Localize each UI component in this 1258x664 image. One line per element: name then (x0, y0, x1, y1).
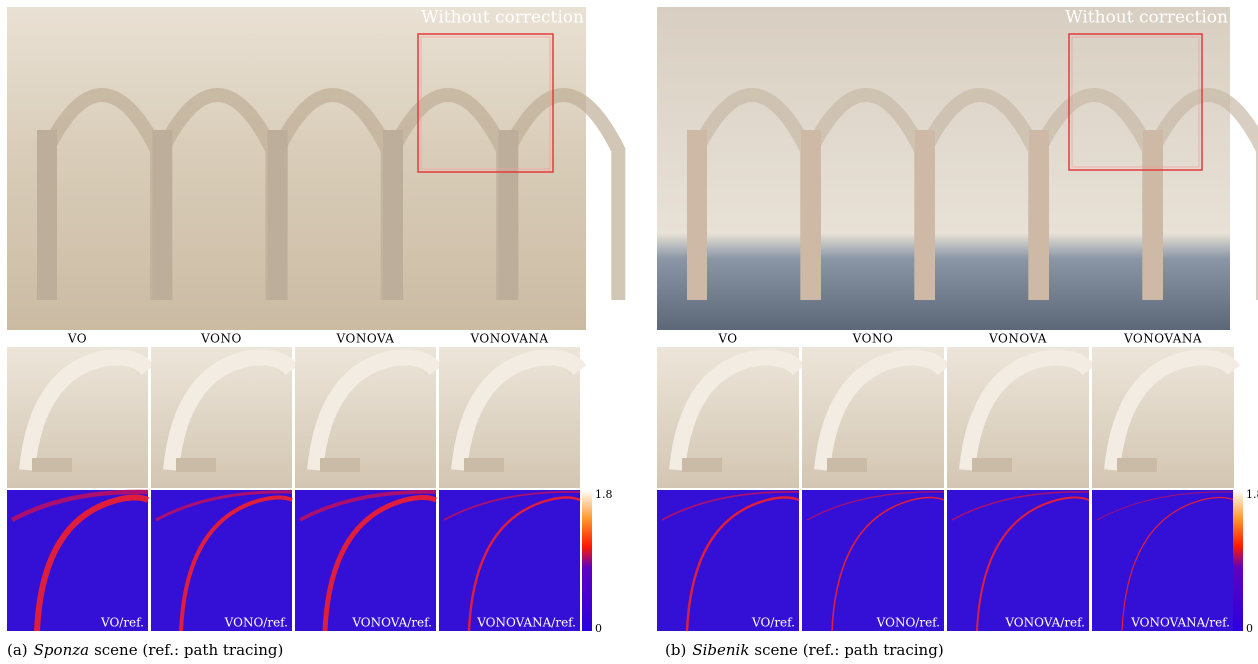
column (268, 130, 288, 300)
crop-capital (176, 458, 216, 472)
crop-capital (682, 458, 722, 472)
error-map (947, 490, 1089, 631)
method-label: VONO (852, 332, 894, 346)
error-label: VONOVANA/ref. (476, 616, 576, 630)
error-label: VONO/ref. (224, 616, 288, 630)
error-map (802, 490, 944, 631)
column (383, 130, 403, 300)
error-label: VONOVA/ref. (1004, 616, 1085, 630)
figure: Without correction VO VO/ref. VONO VONO/ref.… (0, 0, 1258, 664)
error-label: VO/ref. (751, 616, 795, 630)
method-label: VONO (200, 332, 242, 346)
column (498, 130, 518, 300)
method-label: VO (67, 332, 87, 346)
caption: (a) Sponza scene (ref.: path tracing) (7, 641, 283, 659)
error-label: VO/ref. (100, 616, 144, 630)
method-label: VONOVA (988, 332, 1047, 346)
overlay-label: Without correction (421, 8, 584, 28)
colorbar-min: 0 (1246, 622, 1253, 635)
caption-suffix: scene (ref.: path tracing) (754, 641, 943, 659)
colorbar-max: 1.8 (595, 488, 613, 501)
column (801, 130, 821, 300)
crop-capital (972, 458, 1012, 472)
crop-capital (464, 458, 504, 472)
method-label: VONOVA (336, 332, 395, 346)
colorbar (1233, 490, 1243, 631)
crop-capital (320, 458, 360, 472)
method-label: VO (717, 332, 737, 346)
column (152, 130, 172, 300)
error-label: VONOVA/ref. (351, 616, 432, 630)
error-label: VONO/ref. (876, 616, 940, 630)
method-label: VONOVANA (469, 332, 548, 346)
caption: (b) Sibenik scene (ref.: path tracing) (665, 641, 944, 659)
column (37, 130, 57, 300)
crop-capital (827, 458, 867, 472)
column (1143, 130, 1163, 300)
caption-suffix: scene (ref.: path tracing) (94, 641, 283, 659)
colorbar-max: 1.8 (1246, 488, 1258, 501)
caption-prefix: (a) (7, 641, 28, 659)
error-map (1092, 490, 1234, 631)
caption-scene: Sponza (34, 641, 89, 659)
colorbar (582, 490, 592, 631)
column (915, 130, 935, 300)
caption-prefix: (b) (665, 641, 686, 659)
crop-capital (1117, 458, 1157, 472)
column (687, 130, 707, 300)
overlay-label: Without correction (1065, 8, 1228, 28)
caption-scene: Sibenik (692, 641, 749, 659)
crop-capital (32, 458, 72, 472)
colorbar-min: 0 (595, 622, 602, 635)
error-label: VONOVANA/ref. (1130, 616, 1230, 630)
method-label: VONOVANA (1123, 332, 1202, 346)
column (1029, 130, 1049, 300)
